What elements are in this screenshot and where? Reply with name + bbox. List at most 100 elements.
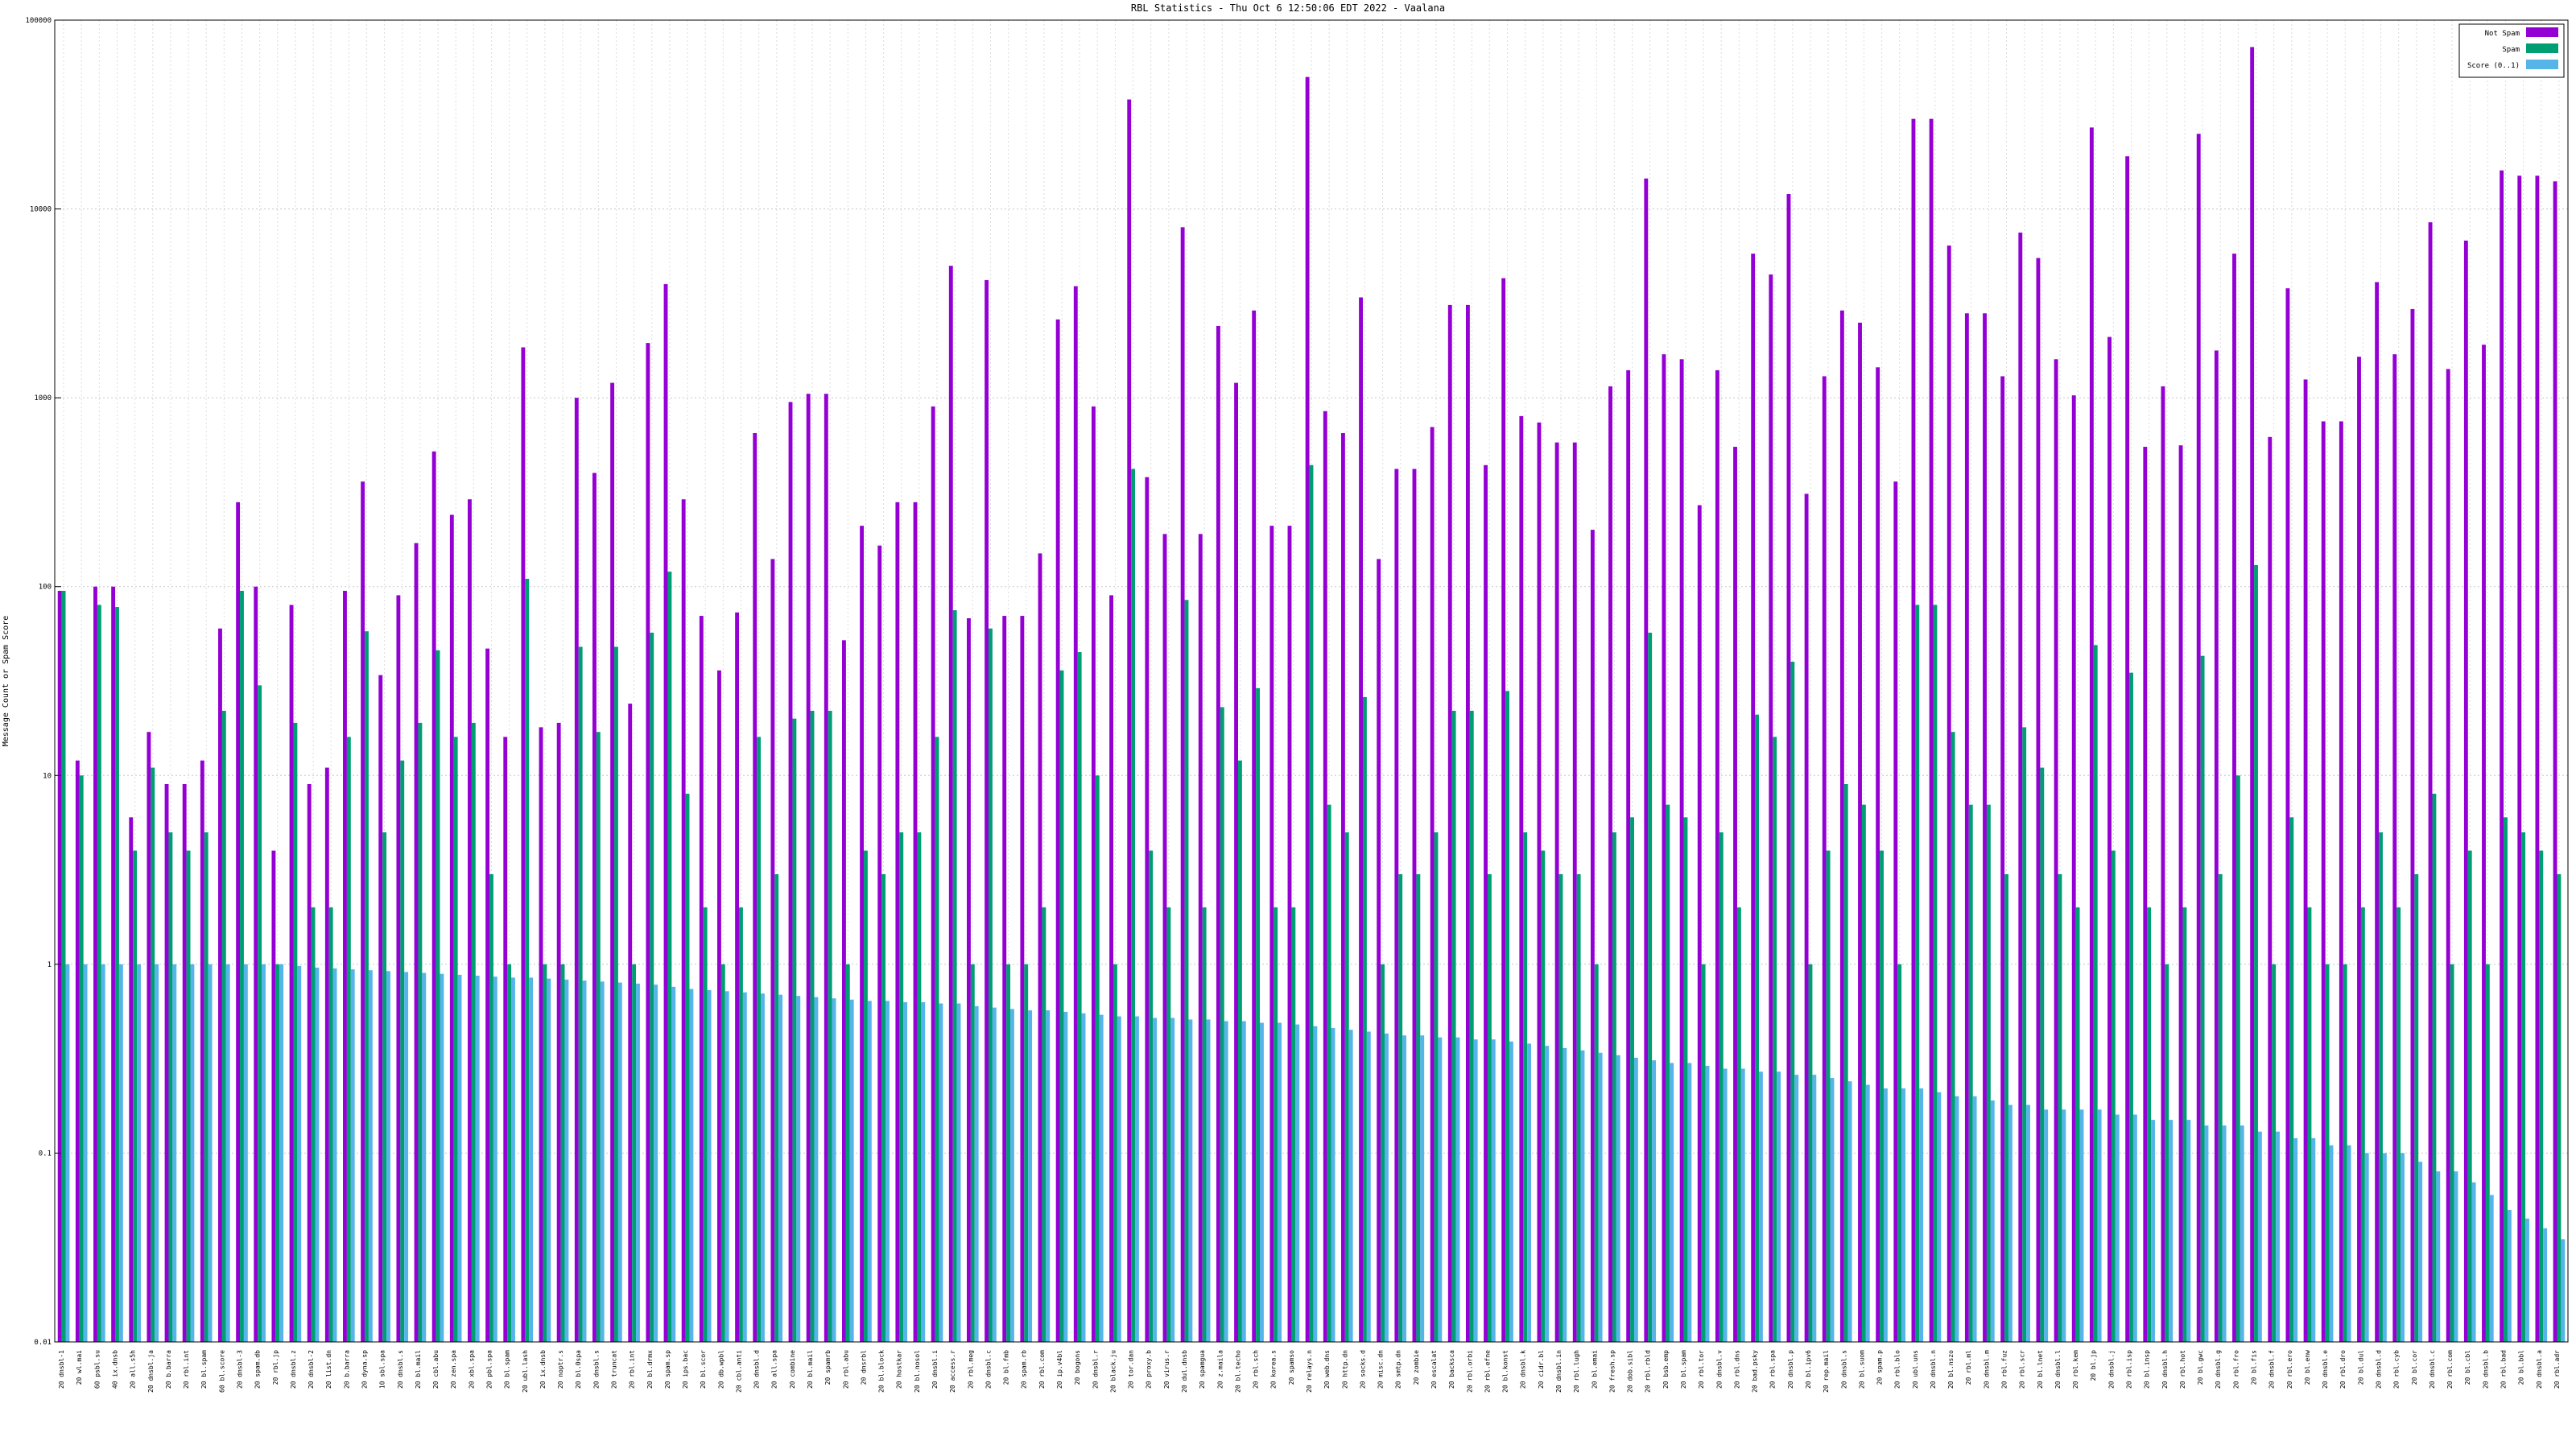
bar-not-spam xyxy=(2500,170,2504,1343)
legend-swatch xyxy=(2526,43,2558,53)
bar-spam xyxy=(2396,907,2401,1342)
x-category-label: 20 xbl.spa xyxy=(468,1350,475,1389)
bar-score xyxy=(1295,1024,1300,1342)
bar-not-spam xyxy=(1109,595,1114,1342)
bar-not-spam xyxy=(1484,464,1488,1342)
x-category-label: 20 dnsbl.d xyxy=(2376,1350,2383,1389)
plot-frame xyxy=(54,19,2569,1343)
bar-spam xyxy=(1166,907,1171,1342)
x-category-label: 20 rbl.scr xyxy=(2019,1350,2026,1389)
x-category-label: 20 bsb.emp xyxy=(1662,1350,1670,1389)
bar-not-spam xyxy=(2089,127,2094,1342)
x-category-label: 20 rbl.cyb xyxy=(2393,1350,2401,1389)
bar-spam xyxy=(79,775,84,1342)
bar-not-spam xyxy=(1679,359,1684,1342)
bar-not-spam xyxy=(2054,359,2058,1342)
bar-not-spam xyxy=(307,784,312,1342)
bar-score xyxy=(118,964,123,1342)
bar-score xyxy=(1865,1084,1870,1342)
bar-spam xyxy=(2129,672,2133,1342)
y-tick-label: 1000 xyxy=(34,394,52,402)
x-category-label: 20 bl.enw xyxy=(2304,1350,2311,1385)
bar-score xyxy=(707,989,712,1342)
bar-not-spam xyxy=(200,760,204,1342)
bar-spam xyxy=(133,850,138,1342)
bar-spam xyxy=(2272,964,2277,1342)
bar-not-spam xyxy=(182,784,187,1342)
bar-spam xyxy=(1077,652,1082,1342)
bar-not-spam xyxy=(75,760,80,1342)
x-category-label: 20 rbl.isp xyxy=(2126,1350,2133,1389)
bar-score xyxy=(2543,1228,2548,1342)
bar-score xyxy=(1883,1088,1888,1342)
bar-score xyxy=(1990,1100,1995,1342)
bar-score xyxy=(886,1001,890,1342)
x-category-label: 20 bl.konst xyxy=(1502,1350,1509,1393)
bar-spam xyxy=(1630,817,1634,1342)
bar-not-spam xyxy=(860,526,865,1342)
x-category-label: 20 spamso xyxy=(1288,1350,1295,1385)
x-category-label: 20 spam.sp xyxy=(664,1350,671,1389)
x-category-label: 20 dnsbl.j xyxy=(2107,1350,2115,1389)
bar-not-spam xyxy=(1697,505,1702,1342)
y-tick-label: 10000 xyxy=(30,206,52,214)
bar-not-spam xyxy=(1430,427,1435,1342)
bar-spam xyxy=(2235,775,2240,1342)
bar-score xyxy=(2418,1162,2423,1342)
bar-not-spam xyxy=(129,817,134,1342)
bar-score xyxy=(724,991,729,1342)
legend-swatch xyxy=(2526,27,2558,37)
bar-not-spam xyxy=(663,283,668,1343)
bar-score xyxy=(1633,1057,1638,1342)
x-category-label: 20 rbl.blo xyxy=(1894,1350,1901,1389)
bar-spam xyxy=(489,873,493,1342)
bar-not-spam xyxy=(1501,278,1506,1342)
bar-not-spam xyxy=(788,402,793,1342)
bar-score xyxy=(1188,1019,1193,1342)
x-category-label: 20 bl.ipv6 xyxy=(1805,1350,1812,1389)
bar-spam xyxy=(2521,832,2526,1342)
bar-spam xyxy=(1861,804,1866,1342)
bar-spam xyxy=(2058,873,2062,1342)
bar-spam xyxy=(2360,907,2365,1342)
x-category-label: 20 dnsbl-3 xyxy=(236,1350,243,1389)
legend-label: Not Spam xyxy=(2485,30,2520,38)
x-category-label: 20 rbl.bad xyxy=(2500,1350,2508,1389)
bar-score xyxy=(2097,1109,2102,1342)
bar-not-spam xyxy=(2161,386,2165,1342)
bar-not-spam xyxy=(324,767,329,1342)
bar-score xyxy=(1616,1055,1620,1342)
bar-spam xyxy=(311,907,316,1342)
bar-spam xyxy=(2307,907,2312,1342)
x-category-label: 20 dnsbl.g xyxy=(2215,1350,2222,1389)
x-category-label: 20 escalat xyxy=(1430,1350,1438,1389)
x-category-label: 20 rbl.jp xyxy=(272,1350,279,1385)
x-category-label: 20 cbl.abu xyxy=(432,1350,440,1389)
x-category-label: 20 list.dn xyxy=(325,1350,332,1389)
bar-score xyxy=(2276,1131,2280,1342)
bar-spam xyxy=(1505,691,1509,1342)
bar-not-spam xyxy=(681,499,686,1342)
bar-not-spam xyxy=(2446,369,2450,1342)
bar-score xyxy=(617,982,622,1342)
y-tick-label: 1 xyxy=(47,961,52,969)
bar-score xyxy=(2257,1131,2262,1342)
bar-not-spam xyxy=(1662,354,1666,1342)
bar-score xyxy=(654,985,658,1342)
bar-score xyxy=(2240,1125,2244,1342)
x-axis-category-labels: 20 dnsbl-1 20 wl.mai 60 psbl.su 40 ix.dnsb 2… xyxy=(58,1350,2561,1393)
bar-score xyxy=(992,1007,997,1342)
bar-score xyxy=(761,993,765,1342)
x-category-label: 20 dob.sibl xyxy=(1627,1350,1634,1393)
bar-score xyxy=(493,976,497,1342)
bar-not-spam xyxy=(2375,282,2380,1343)
bar-score xyxy=(1135,1016,1139,1342)
bar-score xyxy=(903,1001,908,1342)
bar-score xyxy=(1117,1016,1121,1342)
x-category-label: 20 web.dns xyxy=(1323,1350,1331,1389)
bar-not-spam xyxy=(2000,376,2005,1342)
bar-spam xyxy=(845,964,850,1342)
bar-spam xyxy=(2450,964,2454,1342)
bar-score xyxy=(137,964,141,1342)
x-category-label: 20 db.wpbl xyxy=(717,1350,724,1389)
